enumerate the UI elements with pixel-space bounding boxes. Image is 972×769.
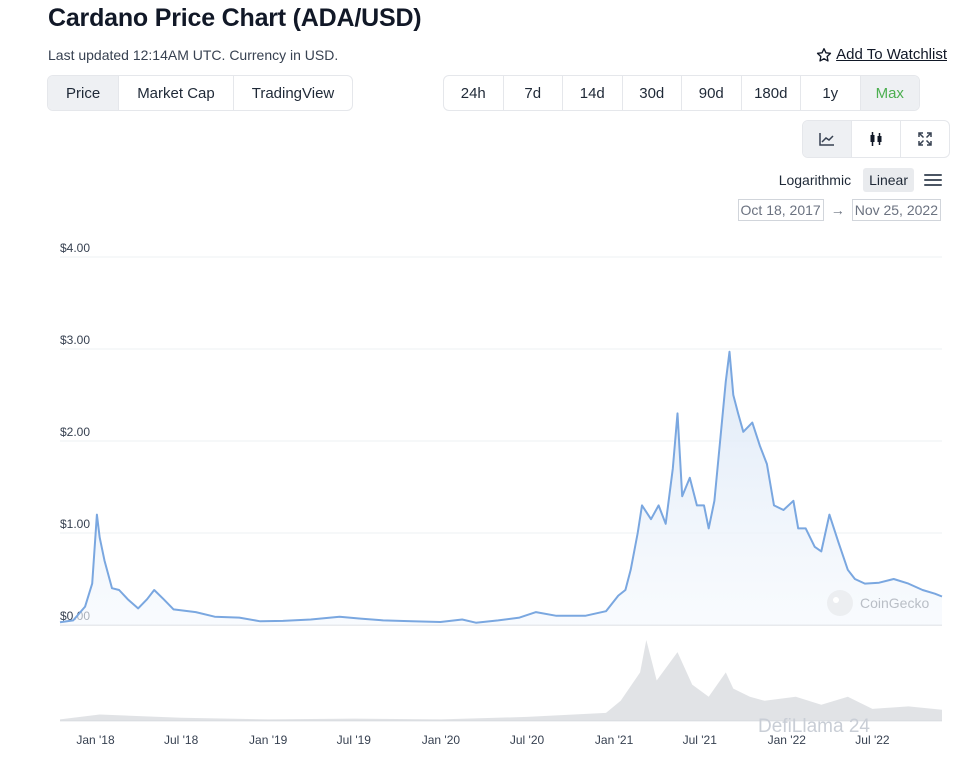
tab-tradingview[interactable]: TradingView [251,84,335,102]
expand-icon [918,132,932,146]
page-title: Cardano Price Chart (ADA/USD) [48,4,422,32]
x-tick-label: Jan '22 [768,733,807,747]
range-30d[interactable]: 30d [623,76,682,110]
coingecko-logo-icon [827,590,853,616]
price-chart: $0.00$1.00$2.00$3.00$4.00 Jan '18 Jul '18… [59,241,943,747]
watchlist-label: Add To Watchlist [836,46,947,63]
x-tick-label: Jul '21 [683,733,718,747]
range-24h[interactable]: 24h [444,76,504,110]
y-tick-label: $2.00 [60,425,90,439]
range-180d[interactable]: 180d [742,76,801,110]
add-to-watchlist-link[interactable]: Add To Watchlist [816,46,947,63]
tab-price[interactable]: Price [48,76,120,110]
star-icon [816,47,832,62]
hamburger-menu-icon[interactable] [924,171,942,189]
volume-area [60,640,942,721]
x-tick-label: Jan '19 [249,733,288,747]
coingecko-eye-icon [833,597,839,603]
scale-logarithmic[interactable]: Logarithmic [778,172,852,188]
date-to-input[interactable]: Nov 25, 2022 [851,199,941,221]
price-area [60,351,942,625]
chart-type-tabs: Price Market Cap TradingView [47,75,354,111]
scale-linear[interactable]: Linear [863,168,914,192]
date-range: Oct 18, 2017 → Nov 25, 2022 [737,199,941,221]
defillama-watermark: DefiLlama 24 [758,716,870,737]
x-tick-label: Jan '20 [422,733,461,747]
x-tick-label: Jul '20 [510,733,545,747]
chart-tool-buttons [802,120,950,158]
x-tick-label: Jul '18 [164,733,199,747]
expand-button[interactable] [901,121,949,157]
price-line [59,350,943,624]
arrow-right-icon: → [830,202,845,218]
y-tick-label: $3.00 [60,333,90,347]
scale-toggle: Logarithmic Linear [773,168,942,192]
line-chart-button[interactable] [803,121,852,157]
range-90d[interactable]: 90d [682,76,742,110]
tab-market-cap[interactable]: Market Cap [119,76,234,110]
coingecko-watermark: CoinGecko [860,595,929,611]
y-tick-label: $4.00 [60,241,90,255]
time-range-tabs: 24h 7d 14d 30d 90d 180d 1y Max [443,75,920,111]
range-max[interactable]: Max [860,76,919,110]
candlestick-button[interactable] [852,121,901,157]
line-chart-icon [819,133,834,146]
y-tick-label: $1.00 [60,517,90,531]
range-1y[interactable]: 1y [801,76,861,110]
date-from-input[interactable]: Oct 18, 2017 [737,199,824,221]
x-tick-label: Jan '21 [595,733,634,747]
candlestick-icon [870,132,882,146]
last-updated-text: Last updated 12:14AM UTC. Currency in US… [48,47,339,63]
x-tick-label: Jan '18 [76,733,115,747]
x-tick-label: Jul '22 [855,733,890,747]
x-tick-label: Jul '19 [337,733,372,747]
range-7d[interactable]: 7d [504,76,563,110]
range-14d[interactable]: 14d [563,76,623,110]
